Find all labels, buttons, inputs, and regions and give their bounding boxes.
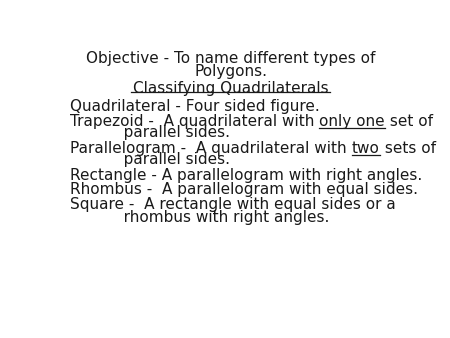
Text: Rhombus -  A parallelogram with equal sides.: Rhombus - A parallelogram with equal sid… — [70, 183, 418, 197]
Text: set of: set of — [385, 114, 433, 129]
Text: Trapezoid -  A quadrilateral with: Trapezoid - A quadrilateral with — [70, 114, 320, 129]
Text: Classifying Quadrilaterals: Classifying Quadrilaterals — [133, 81, 328, 96]
Text: parallel sides.: parallel sides. — [70, 152, 230, 167]
Text: sets of: sets of — [380, 141, 436, 156]
Text: rhombus with right angles.: rhombus with right angles. — [70, 210, 329, 225]
Text: Rectangle - A parallelogram with right angles.: Rectangle - A parallelogram with right a… — [70, 168, 423, 183]
Text: Polygons.: Polygons. — [194, 64, 267, 79]
Text: parallel sides.: parallel sides. — [70, 125, 230, 140]
Text: two: two — [352, 141, 380, 156]
Text: Quadrilateral - Four sided figure.: Quadrilateral - Four sided figure. — [70, 99, 320, 114]
Text: Square -  A rectangle with equal sides or a: Square - A rectangle with equal sides or… — [70, 197, 396, 213]
Text: Objective - To name different types of: Objective - To name different types of — [86, 51, 375, 66]
Text: Parallelogram -  A quadrilateral with: Parallelogram - A quadrilateral with — [70, 141, 352, 156]
Text: only one: only one — [320, 114, 385, 129]
